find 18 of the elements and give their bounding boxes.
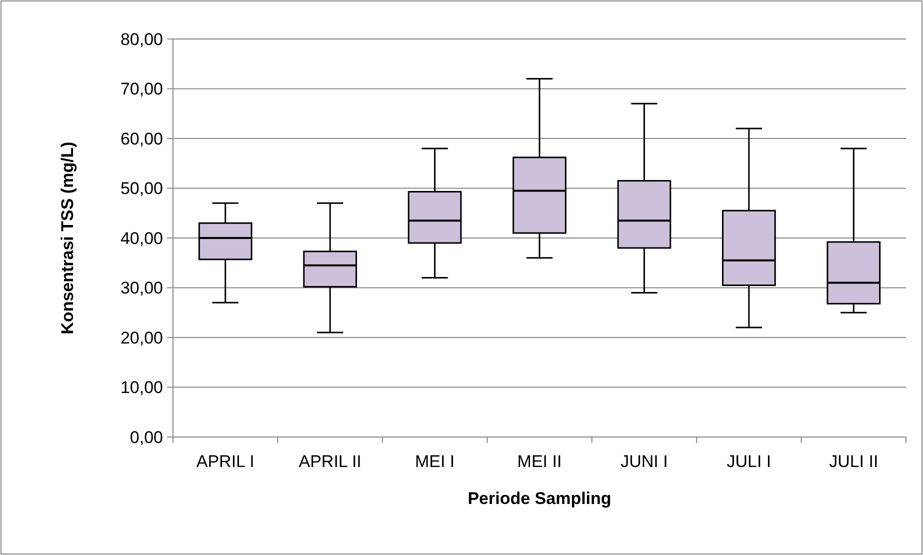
x-tick-label: JULI I [726,452,772,471]
x-tick-label: APRIL I [196,452,254,471]
y-tick-label: 60,00 [120,129,163,148]
y-tick-label: 80,00 [120,30,163,49]
x-tick-label: APRIL II [298,452,362,471]
y-tick-label: 30,00 [120,278,163,298]
y-tick-label: 70,00 [120,80,163,99]
y-tick-label: 50,00 [120,179,163,198]
y-tick-label: 0,00 [130,428,163,447]
y-tick-label: 40,00 [120,228,163,248]
x-tick-label: JUNI I [620,452,668,471]
y-tick-label: 10,00 [120,378,163,398]
x-tick-label: MEI II [517,452,562,471]
y-tick-label: 20,00 [120,328,163,348]
x-axis-title: Periode Sampling [468,489,612,508]
x-tick-label: MEI I [414,452,455,471]
y-axis-title: Konsentrasi TSS (mg/L) [58,142,77,334]
x-tick-label: JULI II [829,452,878,471]
